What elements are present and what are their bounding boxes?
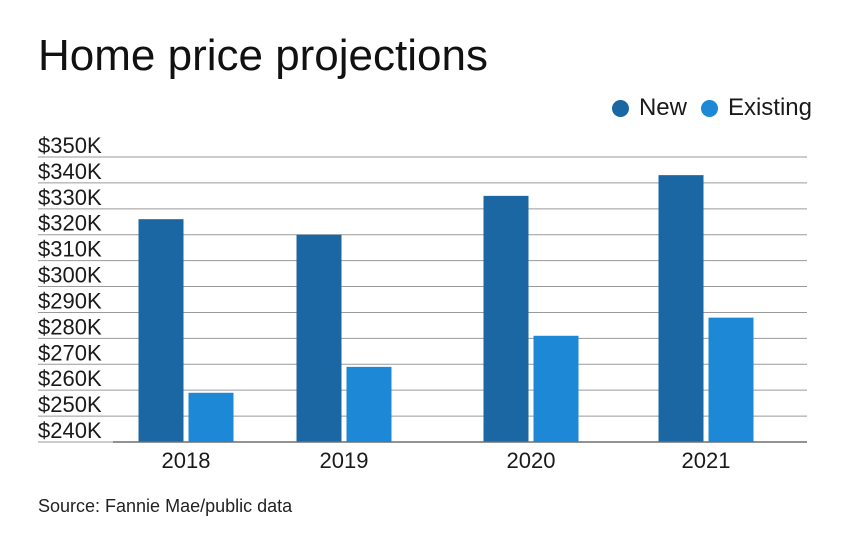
y-tick-label: $340K: [38, 159, 102, 184]
bar-existing-2018: [188, 392, 234, 442]
y-tick-label: $330K: [38, 185, 102, 210]
y-tick-label: $350K: [38, 133, 102, 158]
legend-entry-new: New: [611, 94, 687, 122]
x-tick-label: 2021: [682, 448, 731, 473]
bar-new-2018: [138, 219, 184, 442]
legend-swatch-new: [611, 99, 629, 117]
x-tick-label: 2018: [162, 448, 211, 473]
legend-label-existing: Existing: [727, 94, 812, 121]
bar-new-2021: [658, 175, 704, 443]
bar-existing-2020: [533, 335, 579, 442]
source-note: Source: Fannie Mae/public data: [38, 496, 293, 516]
bar-new-2020: [483, 195, 529, 442]
y-tick-label: $280K: [38, 314, 102, 339]
legend-swatch-existing: [700, 99, 718, 117]
x-tick-label: 2020: [507, 448, 556, 473]
y-tick-label: $320K: [38, 211, 102, 236]
y-tick-label: $300K: [38, 263, 102, 288]
legend: New Existing: [611, 94, 812, 122]
bar-existing-2021: [708, 317, 754, 442]
x-tick-label: 2019: [320, 448, 369, 473]
y-tick-label: $270K: [38, 340, 102, 365]
legend-label-new: New: [638, 94, 687, 121]
y-tick-label: $240K: [38, 418, 102, 443]
y-tick-label: $250K: [38, 392, 102, 417]
y-tick-label: $260K: [38, 366, 102, 391]
bar-existing-2019: [346, 366, 392, 442]
legend-entry-existing: Existing: [700, 94, 812, 122]
y-tick-label: $290K: [38, 288, 102, 313]
y-tick-label: $310K: [38, 237, 102, 262]
bar-new-2019: [296, 234, 342, 442]
chart-title: Home price projections: [38, 31, 488, 80]
